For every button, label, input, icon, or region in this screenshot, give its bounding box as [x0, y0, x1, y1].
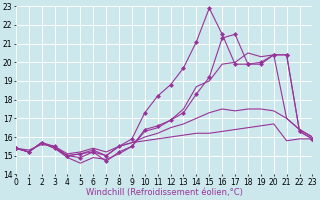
X-axis label: Windchill (Refroidissement éolien,°C): Windchill (Refroidissement éolien,°C): [86, 188, 243, 197]
